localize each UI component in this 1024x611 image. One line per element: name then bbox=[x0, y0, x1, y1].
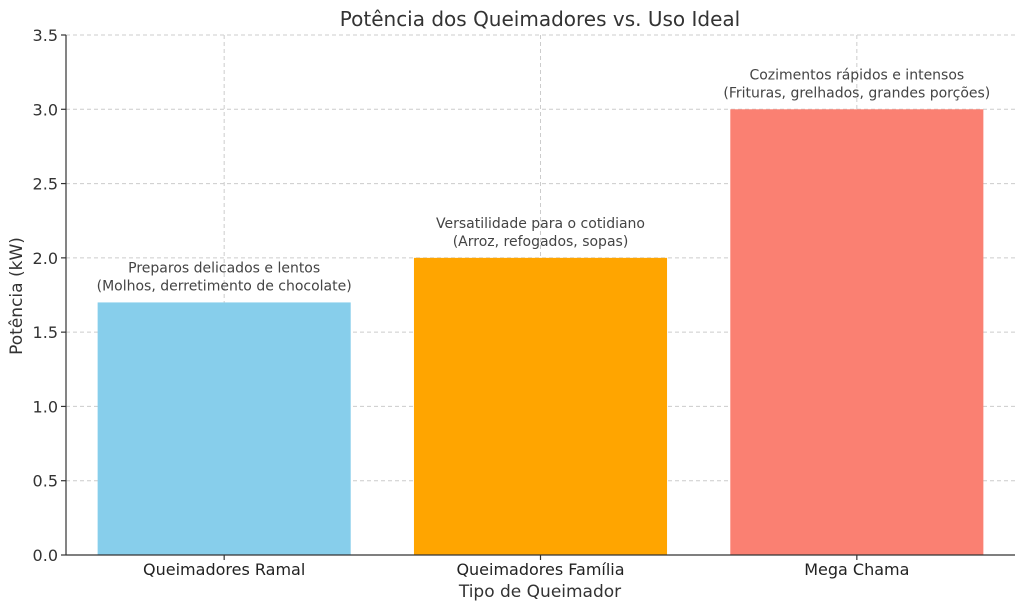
bar bbox=[730, 109, 984, 556]
bar-annotation-line: (Arroz, refogados, sopas) bbox=[453, 234, 629, 250]
y-tick-label: 3.5 bbox=[33, 26, 58, 45]
y-tick-label: 0.5 bbox=[33, 472, 58, 491]
bar bbox=[413, 257, 668, 555]
x-tick-label: Queimadores Família bbox=[456, 560, 624, 579]
y-axis-label: Potência (kW) bbox=[7, 237, 27, 355]
axes: 0.0 0.5 1.0 1.5 2.0 2.5 3.0 3.5 Queimadores Rama… bbox=[33, 26, 1015, 579]
y-tick-label: 1.0 bbox=[33, 397, 58, 416]
bar-annotation-line: (Frituras, grelhados, grandes porções) bbox=[723, 85, 990, 101]
bar bbox=[97, 302, 351, 555]
x-axis-label: Tipo de Queimador bbox=[458, 582, 621, 602]
bar-annotation-line: Preparos delicados e lentos bbox=[128, 260, 320, 276]
bar-annotation-line: (Molhos, derretimento de chocolate) bbox=[97, 278, 352, 294]
y-tick-label: 2.0 bbox=[33, 249, 58, 268]
chart-title: Potência dos Queimadores vs. Uso Ideal bbox=[340, 7, 740, 31]
y-tick-label: 3.0 bbox=[33, 100, 58, 119]
bars bbox=[97, 109, 984, 556]
bar-annotations: Preparos delicados e lentos (Molhos, derr… bbox=[97, 67, 991, 294]
y-tick-label: 0.0 bbox=[33, 546, 58, 565]
y-tick-label: 1.5 bbox=[33, 323, 58, 342]
x-tick-label: Mega Chama bbox=[804, 560, 909, 579]
y-tick-label: 2.5 bbox=[33, 175, 58, 194]
x-tick-label: Queimadores Ramal bbox=[143, 560, 305, 579]
bar-annotation-line: Versatilidade para o cotidiano bbox=[436, 216, 645, 232]
bar-annotation-line: Cozimentos rápidos e intensos bbox=[749, 67, 964, 83]
